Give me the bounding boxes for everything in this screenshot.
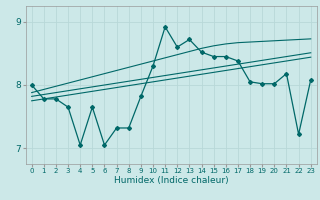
- X-axis label: Humidex (Indice chaleur): Humidex (Indice chaleur): [114, 176, 228, 185]
